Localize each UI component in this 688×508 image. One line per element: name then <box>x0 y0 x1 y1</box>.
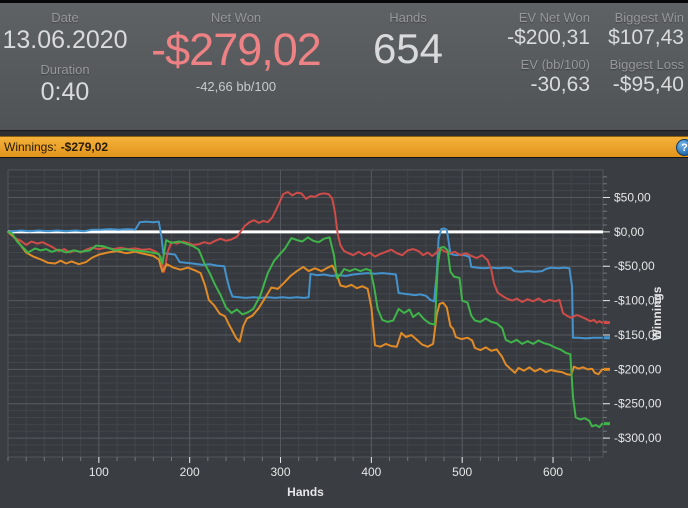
y-axis-tick-label: -$300,00 <box>614 431 662 445</box>
y-axis-tick-label: -$50,00 <box>614 259 655 273</box>
x-axis-tick-label: 100 <box>89 465 109 479</box>
biggest-loss-label: Biggest Loss <box>609 57 684 72</box>
orange-line <box>7 230 604 376</box>
help-icon[interactable]: ? <box>676 139 688 156</box>
ev-net-won-label: EV Net Won <box>518 10 590 25</box>
blue-line-axis-marker <box>604 336 610 340</box>
hands-label: Hands <box>389 10 427 25</box>
net-won-value: -$279,02 <box>151 24 322 75</box>
y-axis-tick-label: -$250,00 <box>614 397 662 411</box>
y-axis-title: Winnings <box>650 286 664 340</box>
x-axis-tick-label: 500 <box>452 465 472 479</box>
net-won-label: Net Won <box>210 10 262 25</box>
stat-date-duration-column: Date 13.06.2020 Duration 0:40 <box>0 3 130 130</box>
header-divider <box>0 130 688 136</box>
stat-net-won-column: Net Won -$279,02 -42,66 bb/100 <box>130 3 342 130</box>
duration-value: 0:40 <box>40 78 90 106</box>
winnings-chart-area: $50,00 $0,00 -$50,00 -$100,00 -$150,00 -$200,… <box>0 158 688 508</box>
winnings-bar-label: Winnings: <box>4 140 57 154</box>
x-axis-title: Hands <box>287 485 324 499</box>
winnings-chart[interactable]: $50,00 $0,00 -$50,00 -$100,00 -$150,00 -$200,… <box>0 158 688 508</box>
biggest-win-value: $107,43 <box>608 26 684 49</box>
y-axis-tick-label: $0,00 <box>614 225 644 239</box>
stat-biggest-column: Biggest Win $107,43 Biggest Loss -$95,40 <box>598 3 688 130</box>
x-axis-tick-label: 300 <box>271 465 291 479</box>
ev-bb100-value: -30,63 <box>530 73 590 96</box>
y-axis-tick-label: -$100,00 <box>614 294 662 308</box>
ev-net-won-value: -$200,31 <box>507 26 590 49</box>
green-line-axis-marker <box>604 422 610 426</box>
date-label: Date <box>51 10 79 25</box>
x-axis-tick-label: 200 <box>180 465 200 479</box>
ev-bb100-label: EV (bb/100) <box>520 57 590 72</box>
y-axis-tick-label: -$150,00 <box>614 328 662 342</box>
biggest-loss-value: -$95,40 <box>612 73 684 96</box>
winnings-bar-value: -$279,02 <box>60 140 109 154</box>
red-line-axis-marker <box>604 321 610 325</box>
stat-hands-column: Hands 654 <box>342 3 474 130</box>
plot-border <box>7 169 604 458</box>
x-axis-tick-label: 400 <box>361 465 381 479</box>
date-value: 13.06.2020 <box>2 26 128 54</box>
biggest-win-label: Biggest Win <box>614 10 684 25</box>
green-line <box>7 230 604 429</box>
net-won-bb100: -42,66 bb/100 <box>195 79 277 94</box>
y-axis-tick-label: -$200,00 <box>614 362 662 376</box>
plot-background <box>8 170 603 457</box>
duration-label: Duration <box>40 62 90 77</box>
winnings-section-bar[interactable]: Winnings: -$279,02 ? <box>0 136 688 158</box>
x-axis-tick-label: 600 <box>543 465 563 479</box>
hands-value: 654 <box>372 25 444 72</box>
orange-line-axis-marker <box>604 367 610 371</box>
y-axis-tick-label: $50,00 <box>614 190 651 204</box>
stat-ev-column: EV Net Won -$200,31 EV (bb/100) -30,63 <box>474 3 598 130</box>
session-stats-header: Date 13.06.2020 Duration 0:40 Net Won -$… <box>0 0 688 130</box>
red-line <box>7 191 604 324</box>
